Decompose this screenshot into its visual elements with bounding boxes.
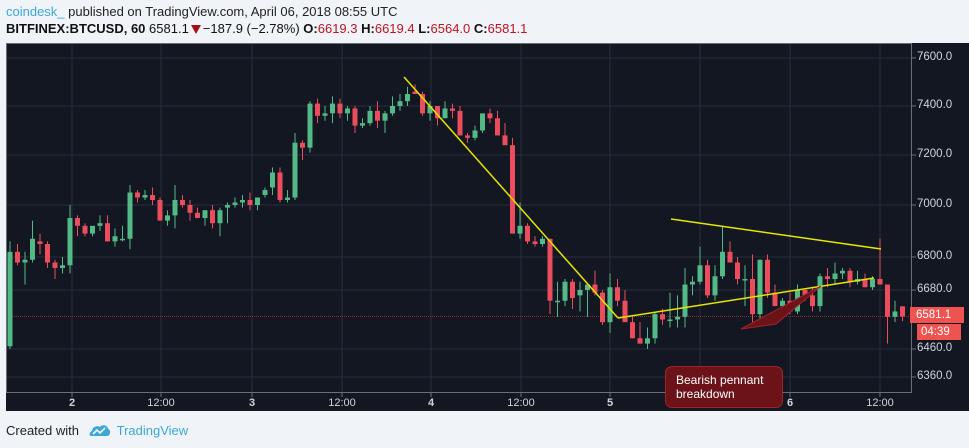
- time-tick-label: 12:00: [147, 397, 175, 409]
- price-tick-label: 6360.0: [917, 370, 953, 382]
- time-tick-label: 3: [248, 397, 256, 409]
- time-tick-label: 12:00: [507, 397, 535, 409]
- price-tick-label: 6460.0: [917, 342, 953, 354]
- footer: Created with TradingView: [6, 423, 188, 440]
- price-tick-label: 7400.0: [917, 99, 953, 111]
- low-value: 6564.0: [430, 21, 471, 36]
- down-arrow-icon: [190, 25, 201, 34]
- annotation-callout[interactable]: Bearish pennant breakdown: [665, 366, 783, 408]
- price-change: −187.9 (−2.78%): [202, 21, 300, 36]
- price-tick-label: 6800.0: [917, 250, 953, 262]
- time-tick-label: 12:00: [328, 397, 356, 409]
- author-link[interactable]: coindesk_: [6, 4, 65, 19]
- time-tick-label: 6: [786, 397, 794, 409]
- publish-text: published on TradingView.com, April 06, …: [64, 4, 398, 19]
- last-price: 6581.1: [149, 21, 189, 36]
- price-tick-label: 7200.0: [917, 148, 953, 160]
- symbol-info: BITFINEX:BTCUSD, 60 6581.1 −187.9 (−2.78%…: [6, 21, 528, 36]
- candlestick-chart[interactable]: [6, 43, 969, 411]
- close-value: 6581.1: [487, 21, 528, 36]
- tradingview-logo-icon: [89, 423, 111, 440]
- time-tick-label: 5: [606, 397, 614, 409]
- created-with-label: Created with: [6, 423, 79, 438]
- price-tick-label: 6680.0: [917, 283, 953, 295]
- current-price-tag: 6581.1: [910, 307, 964, 323]
- publish-info: coindesk_ published on TradingView.com, …: [6, 4, 397, 19]
- price-tick-label: 7600.0: [917, 51, 953, 63]
- high-value: 6619.4: [374, 21, 415, 36]
- chart-panel[interactable]: 7600.0 7400.0 7200.0 7000.0 6800.0 6680.0 6460…: [6, 43, 969, 411]
- bar-countdown-tag: 04:39: [917, 324, 961, 340]
- open-value: 6619.3: [317, 21, 358, 36]
- tradingview-link[interactable]: TradingView: [116, 423, 189, 438]
- time-tick-label: 12:00: [866, 397, 894, 409]
- time-tick-label: 2: [68, 397, 76, 409]
- price-tick-label: 7000.0: [917, 198, 953, 210]
- plot-area-border: [6, 43, 912, 393]
- symbol-label: BITFINEX:BTCUSD, 60: [6, 21, 146, 36]
- time-tick-label: 4: [427, 397, 435, 409]
